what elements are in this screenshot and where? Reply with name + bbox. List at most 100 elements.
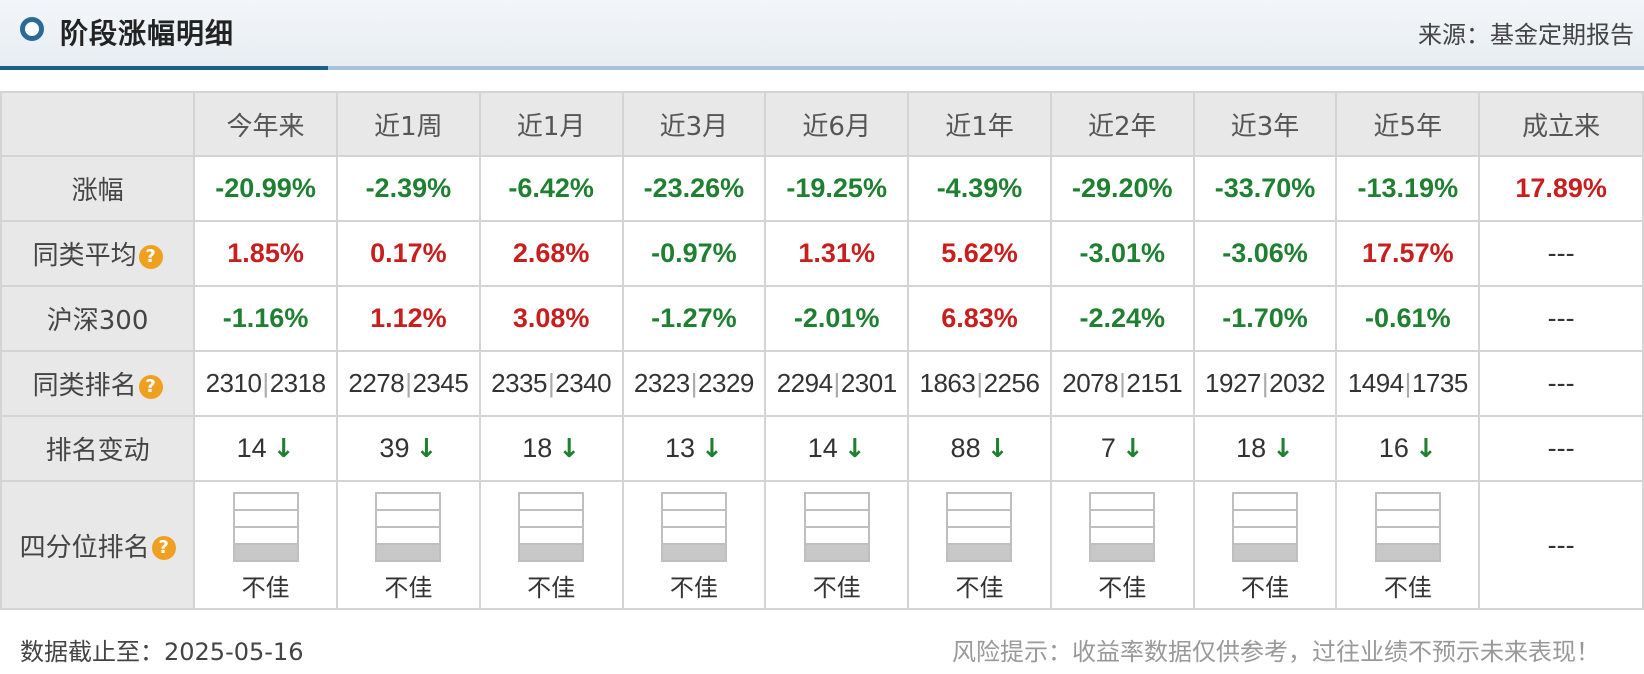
rank-change-value: 88 xyxy=(950,433,981,463)
quartile-segment xyxy=(1376,493,1439,511)
quartile-label: 不佳 xyxy=(812,573,861,602)
table-cell: --- xyxy=(1478,350,1644,417)
table-cell: --- xyxy=(1478,285,1644,352)
column-header: 成立来 xyxy=(1478,91,1644,157)
quartile-segment xyxy=(662,493,725,511)
quartile-label: 不佳 xyxy=(1098,573,1147,602)
column-header: 近2年 xyxy=(1049,91,1195,157)
percent-value: -2.39% xyxy=(365,173,452,203)
table-cell: 17.89% xyxy=(1478,155,1644,222)
quartile-segment xyxy=(377,527,440,545)
section-header: 阶段涨幅明细 来源：基金定期报告 xyxy=(0,0,1644,70)
rank-change-value: 16 xyxy=(1378,433,1409,463)
table-cell: -19.25% xyxy=(764,155,910,222)
percent-value: 2.68% xyxy=(512,238,590,268)
rank-total: 2340 xyxy=(555,368,612,398)
row-label-peer-rank: 同类排名? xyxy=(0,350,196,417)
table-cell: -13.19% xyxy=(1335,155,1481,222)
table-row: 排名变动 14 ↓ 39 ↓ 18 ↓ 13 ↓ 14 ↓ 88 ↓ 7 ↓ 18 ↓ 16 ↓ --- xyxy=(0,415,1644,482)
row-label-gain: 涨幅 xyxy=(0,155,196,222)
table-cell: -3.06% xyxy=(1192,220,1338,287)
quartile-chart xyxy=(946,491,1013,562)
quartile-segment xyxy=(520,510,583,528)
arrow-down-icon: ↓ xyxy=(986,434,1009,464)
table-cell: 2.68% xyxy=(478,220,624,287)
column-header: 近1月 xyxy=(478,91,624,157)
percent-value: -1.16% xyxy=(222,303,309,333)
arrow-down-icon: ↓ xyxy=(415,434,438,464)
table-cell: 不佳 xyxy=(764,480,910,610)
table-cell: 2278|2345 xyxy=(335,350,481,417)
percent-value: --- xyxy=(1547,303,1575,333)
percent-value: -29.20% xyxy=(1071,173,1173,203)
quartile-chart xyxy=(375,491,442,562)
row-label-peer-average: 同类平均? xyxy=(0,220,196,287)
data-cutoff-date: 数据截止至：2025-05-16 xyxy=(20,638,304,666)
rank-value: 1927|2032 xyxy=(1205,368,1325,398)
rank-separator: | xyxy=(833,368,841,398)
row-label: 涨幅 xyxy=(71,176,124,206)
quartile-label: 不佳 xyxy=(527,573,576,602)
column-header: 近1周 xyxy=(335,91,481,157)
table-cell: -2.24% xyxy=(1049,285,1195,352)
quartile-segment xyxy=(1234,527,1297,545)
percent-value: -13.19% xyxy=(1357,173,1459,203)
rank-position: 1863 xyxy=(919,368,976,398)
quartile-segment xyxy=(1376,527,1439,545)
percent-value: 1.85% xyxy=(227,238,304,268)
arrow-down-icon: ↓ xyxy=(272,434,295,464)
table-cell: -4.39% xyxy=(907,155,1052,222)
quartile-segment xyxy=(662,510,725,528)
header-underline xyxy=(0,66,1644,70)
row-label: 沪深300 xyxy=(46,306,149,336)
quartile-segment xyxy=(234,544,297,560)
row-label: 同类排名 xyxy=(32,371,137,401)
help-icon[interactable]: ? xyxy=(138,374,163,399)
quartile-label: 不佳 xyxy=(955,573,1004,602)
table-cell: 2335|2340 xyxy=(478,350,624,417)
help-icon[interactable]: ? xyxy=(151,536,176,560)
row-label: 同类平均 xyxy=(32,241,137,271)
table-cell: 3.08% xyxy=(478,285,624,352)
help-icon[interactable]: ? xyxy=(138,244,163,269)
table-cell: -0.61% xyxy=(1335,285,1481,352)
table-cell: 1.31% xyxy=(764,220,910,287)
table-cell: 不佳 xyxy=(1192,480,1338,610)
table-cell: 1927|2032 xyxy=(1192,350,1338,417)
row-label: 四分位排名 xyxy=(19,532,150,563)
table-row: 涨幅 -20.99% -2.39% -6.42% -23.26% -19.25% -4.3… xyxy=(0,155,1644,222)
percent-value: -1.27% xyxy=(651,303,737,333)
table-cell: 2078|2151 xyxy=(1049,350,1195,417)
table-cell: 16 ↓ xyxy=(1335,415,1481,482)
table-cell: 14 ↓ xyxy=(764,415,910,482)
table-cell: --- xyxy=(1478,415,1644,482)
table-cell: 18 ↓ xyxy=(478,415,624,482)
quartile-segment xyxy=(948,527,1011,545)
quartile-segment xyxy=(805,527,868,545)
quartile-label: 不佳 xyxy=(1383,573,1432,602)
table-cell: 18 ↓ xyxy=(1192,415,1338,482)
rank-change-value: 18 xyxy=(522,433,553,463)
rank-total: 2318 xyxy=(269,368,326,398)
table-cell: -20.99% xyxy=(193,155,338,222)
rank-total: 2301 xyxy=(840,368,897,398)
table-cell: -0.97% xyxy=(621,220,767,287)
percent-value: -3.06% xyxy=(1222,238,1308,268)
rank-total: 2329 xyxy=(698,368,754,398)
rank-change-value: 14 xyxy=(807,433,838,463)
quartile-segment xyxy=(520,493,583,511)
quartile-segment xyxy=(1091,493,1154,511)
corner-cell xyxy=(0,91,196,157)
table-cell: 39 ↓ xyxy=(335,415,481,482)
quartile-segment xyxy=(1234,544,1297,560)
quartile-chart xyxy=(803,491,870,562)
quartile-segment xyxy=(234,527,297,545)
quartile-segment xyxy=(805,544,868,560)
table-cell: 6.83% xyxy=(907,285,1052,352)
table-row: 四分位排名? 不佳 不佳 不佳 不佳 不佳 不佳 不佳 不佳 不佳 --- xyxy=(0,480,1644,610)
rank-position: 2310 xyxy=(205,368,262,398)
empty-value: --- xyxy=(1547,433,1575,463)
empty-value: --- xyxy=(1547,529,1575,560)
rank-value: 2278|2345 xyxy=(348,368,468,398)
quartile-segment xyxy=(948,510,1011,528)
